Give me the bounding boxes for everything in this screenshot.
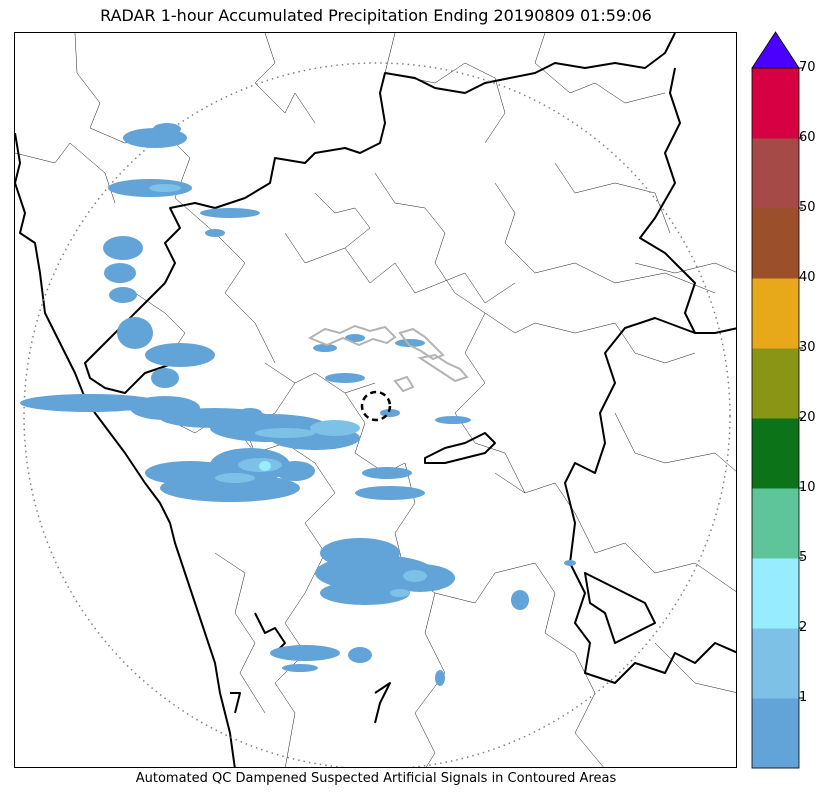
- precip-cell: [390, 589, 410, 597]
- colorbar-bin: [752, 278, 799, 349]
- precip-cell: [160, 474, 300, 502]
- precip-cell: [149, 184, 181, 192]
- precip-cell: [20, 394, 160, 412]
- colorbar-bin: [752, 418, 799, 489]
- precip-cell: [511, 590, 529, 610]
- precip-cell: [325, 373, 365, 383]
- footer-note: Automated QC Dampened Suspected Artifici…: [135, 771, 617, 786]
- precip-cell: [153, 123, 181, 135]
- colorbar-tick-label: 2: [799, 620, 808, 635]
- qc-contour: [417, 353, 469, 383]
- radar-map: [14, 32, 737, 768]
- precip-cell: [117, 317, 153, 349]
- colorbar-tick-label: 70: [799, 60, 816, 75]
- precip-cell: [151, 368, 179, 388]
- qc-contour: [398, 327, 445, 361]
- precip-cell: [145, 343, 215, 367]
- colorbar-tick-label: 60: [799, 130, 816, 145]
- precip-cell: [275, 461, 315, 481]
- precip-cell: [215, 473, 255, 483]
- precip-cell: [355, 486, 425, 500]
- precip-cell: [348, 647, 372, 663]
- precip-cell: [103, 236, 143, 260]
- precip-cell: [320, 581, 410, 605]
- precip-cell: [310, 420, 360, 436]
- qc-contours: [307, 324, 469, 393]
- qc-contour: [307, 324, 397, 347]
- colorbar-tick-label: 30: [799, 340, 816, 355]
- precip-cell: [200, 208, 260, 218]
- qc-contour: [393, 375, 415, 393]
- colorbar-bin: [752, 68, 799, 139]
- precipitation-field: [20, 123, 576, 686]
- colorbar-bin: [752, 698, 799, 769]
- colorbar-extend-triangle: [751, 31, 800, 69]
- colorbar-tick-label: 1: [799, 690, 808, 705]
- precip-cell: [380, 409, 400, 417]
- colorbar-bin: [752, 488, 799, 559]
- colorbar-bin: [752, 208, 799, 279]
- precip-cell: [255, 428, 315, 438]
- colorbar: 1 2 5 10 20 30 40 50 60 70: [751, 30, 822, 770]
- colorbar-tick-label: 20: [799, 410, 816, 425]
- precip-cell: [435, 416, 471, 424]
- colorbar-bin: [752, 348, 799, 419]
- precip-cell: [238, 408, 262, 418]
- colorbar-bin: [752, 138, 799, 209]
- precip-cell: [205, 229, 225, 237]
- precip-cell: [313, 344, 337, 352]
- precip-cell: [259, 461, 271, 471]
- colorbar-canvas: [751, 31, 803, 769]
- precip-cell: [270, 645, 340, 661]
- colorbar-tick-label: 5: [799, 550, 808, 565]
- precip-cell: [403, 570, 427, 582]
- map-canvas: [15, 33, 736, 767]
- radar-range-ring: [23, 62, 731, 767]
- precip-cell: [395, 339, 425, 347]
- colorbar-tick-label: 50: [799, 200, 816, 215]
- radar-site-marker: [360, 390, 392, 422]
- precip-cell: [435, 670, 445, 686]
- precip-cell: [362, 467, 412, 479]
- precip-cell: [564, 560, 576, 566]
- precip-cell: [104, 263, 136, 283]
- precip-cell: [282, 664, 318, 672]
- precip-cell: [109, 287, 137, 303]
- colorbar-tick-label: 40: [799, 270, 816, 285]
- chart-title: RADAR 1-hour Accumulated Precipitation E…: [100, 6, 652, 25]
- colorbar-tick-label: 10: [799, 480, 816, 495]
- colorbar-bin: [752, 628, 799, 699]
- colorbar-bin: [752, 558, 799, 629]
